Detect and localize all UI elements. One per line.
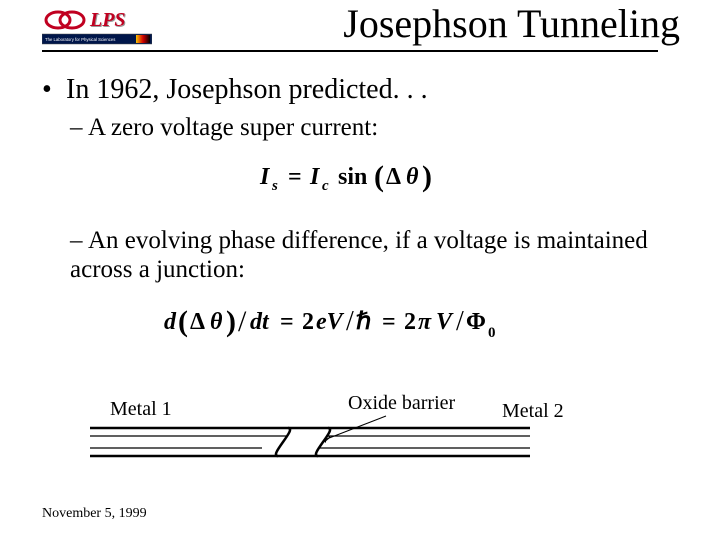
lps-logo: LPS LPS The Laboratory for Physical Scie… — [42, 6, 152, 46]
logo-svg: LPS LPS The Laboratory for Physical Scie… — [42, 6, 152, 46]
svg-text:/: / — [238, 305, 247, 338]
header: LPS LPS The Laboratory for Physical Scie… — [0, 0, 720, 56]
logo-subtext: The Laboratory for Physical Sciences — [45, 37, 115, 42]
svg-text:I: I — [309, 164, 321, 190]
svg-text:Δ: Δ — [386, 164, 401, 190]
svg-text:θ: θ — [210, 309, 223, 335]
svg-text:0: 0 — [488, 325, 496, 341]
svg-text:Δ: Δ — [190, 309, 205, 335]
label-oxide: Oxide barrier — [348, 392, 455, 415]
svg-text:θ: θ — [406, 164, 419, 190]
svg-text:(: ( — [178, 305, 188, 338]
slide-title: Josephson Tunneling — [343, 0, 680, 47]
title-underline — [42, 50, 658, 52]
label-metal1: Metal 1 — [110, 398, 172, 421]
svg-text:Φ: Φ — [466, 309, 486, 335]
bullet-l2b-text: An evolving phase difference, if a volta… — [70, 227, 648, 283]
equation-2: d ( Δ θ ) / dt = 2 eV / ℏ = 2 π V / — [42, 299, 678, 350]
bullet-level2-a: –A zero voltage super current: — [70, 114, 678, 142]
bullet-dot-icon: • — [42, 74, 66, 106]
svg-text:π: π — [418, 309, 432, 335]
svg-text:V: V — [436, 309, 454, 335]
svg-text:): ) — [226, 305, 236, 338]
svg-text:d: d — [164, 309, 177, 335]
bullet-l2a-text: A zero voltage super current: — [88, 114, 378, 141]
svg-text:sin: sin — [338, 164, 367, 190]
svg-text:=: = — [288, 164, 302, 190]
svg-text:I: I — [259, 164, 271, 190]
logo-letters: LPS — [89, 9, 126, 31]
bullet-level1: •In 1962, Josephson predicted. . . — [42, 74, 678, 106]
content: •In 1962, Josephson predicted. . . –A ze… — [42, 74, 678, 374]
svg-text:): ) — [422, 160, 432, 193]
svg-text:ℏ: ℏ — [356, 309, 371, 335]
svg-text:=: = — [382, 309, 396, 335]
junction-diagram: Metal 1 Oxide barrier Metal 2 — [90, 398, 630, 468]
svg-text:/: / — [456, 306, 464, 337]
bullet-level2-b: –An evolving phase difference, if a volt… — [70, 227, 678, 285]
svg-text:2: 2 — [404, 309, 416, 335]
label-metal2: Metal 2 — [502, 400, 564, 423]
svg-text:(: ( — [374, 160, 384, 193]
svg-text:/: / — [346, 306, 354, 337]
dash-icon: – — [70, 114, 88, 142]
svg-text:=: = — [280, 309, 294, 335]
bullet-l1-text: In 1962, Josephson predicted. . . — [66, 74, 428, 105]
slide: LPS LPS The Laboratory for Physical Scie… — [0, 0, 720, 540]
svg-text:eV: eV — [316, 309, 345, 335]
svg-text:2: 2 — [302, 309, 314, 335]
svg-text:s: s — [271, 178, 278, 194]
footer-date: November 5, 1999 — [42, 506, 147, 522]
svg-text:dt: dt — [250, 309, 270, 335]
dash-icon: – — [70, 227, 88, 256]
equation-1: I s = I c sin ( Δ θ ) — [42, 156, 678, 203]
svg-text:c: c — [322, 178, 329, 194]
